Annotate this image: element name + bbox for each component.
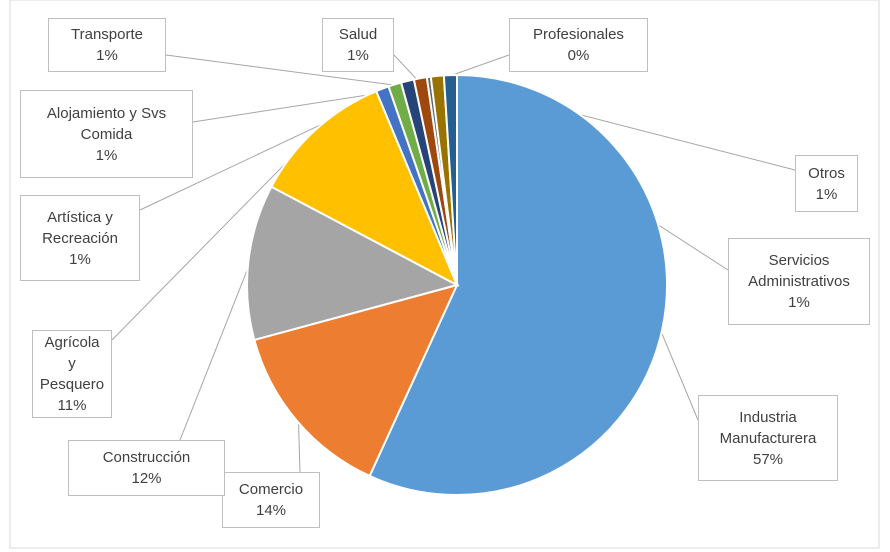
label-value: 57% xyxy=(752,450,784,468)
data-label: Construcción 12% xyxy=(68,440,225,496)
label-category: Alojamiento y Svs Comida xyxy=(46,104,167,143)
label-category: Otros xyxy=(808,164,845,182)
label-value: 11% xyxy=(57,397,87,414)
leader-line xyxy=(297,419,301,473)
label-category: Construcción xyxy=(102,449,191,466)
label-category: Industria Manufacturera xyxy=(719,408,817,447)
label-value: 1% xyxy=(95,146,118,164)
pie-slice xyxy=(246,185,460,342)
label-value: 1% xyxy=(96,47,118,64)
data-label: Salud 1% xyxy=(322,18,394,72)
label-category: Agrícola y Pesquero xyxy=(39,334,105,393)
label-value: 1% xyxy=(815,185,838,203)
label-value: 14% xyxy=(255,502,287,519)
pie-slice xyxy=(270,89,459,288)
data-label: Industria Manufacturera 57% xyxy=(698,395,838,481)
pie-slice xyxy=(253,283,459,478)
data-label: Profesionales 0% xyxy=(509,18,648,72)
label-value: 1% xyxy=(347,47,369,64)
label-category: Salud xyxy=(338,26,378,43)
label-category: Profesionales xyxy=(533,26,624,43)
chart-border xyxy=(9,0,880,549)
leader-line xyxy=(192,89,397,123)
data-label: Artística y Recreación 1% xyxy=(20,195,140,281)
label-value: 1% xyxy=(69,250,91,268)
data-label: Servicios Administrativos 1% xyxy=(728,238,870,325)
label-category: Artística y Recreación xyxy=(42,208,118,247)
data-label: Alojamiento y Svs Comida 1% xyxy=(20,90,193,178)
pie-slice xyxy=(442,73,458,286)
label-category: Transporte xyxy=(71,26,143,43)
label-value: 12% xyxy=(131,470,162,487)
data-label: Agrícola y Pesquero 11% xyxy=(32,330,112,418)
label-category: Servicios Administrativos xyxy=(748,252,850,290)
label-category: Comercio xyxy=(238,481,304,498)
data-label: Otros 1% xyxy=(795,155,858,212)
pie-slice xyxy=(368,73,668,496)
label-value: 1% xyxy=(788,294,810,311)
label-value: 0% xyxy=(567,47,590,64)
leader-line xyxy=(179,261,251,441)
leader-line xyxy=(659,329,699,421)
leader-line xyxy=(165,54,410,88)
data-label: Transporte 1% xyxy=(48,18,166,72)
data-label: Comercio 14% xyxy=(222,472,320,528)
